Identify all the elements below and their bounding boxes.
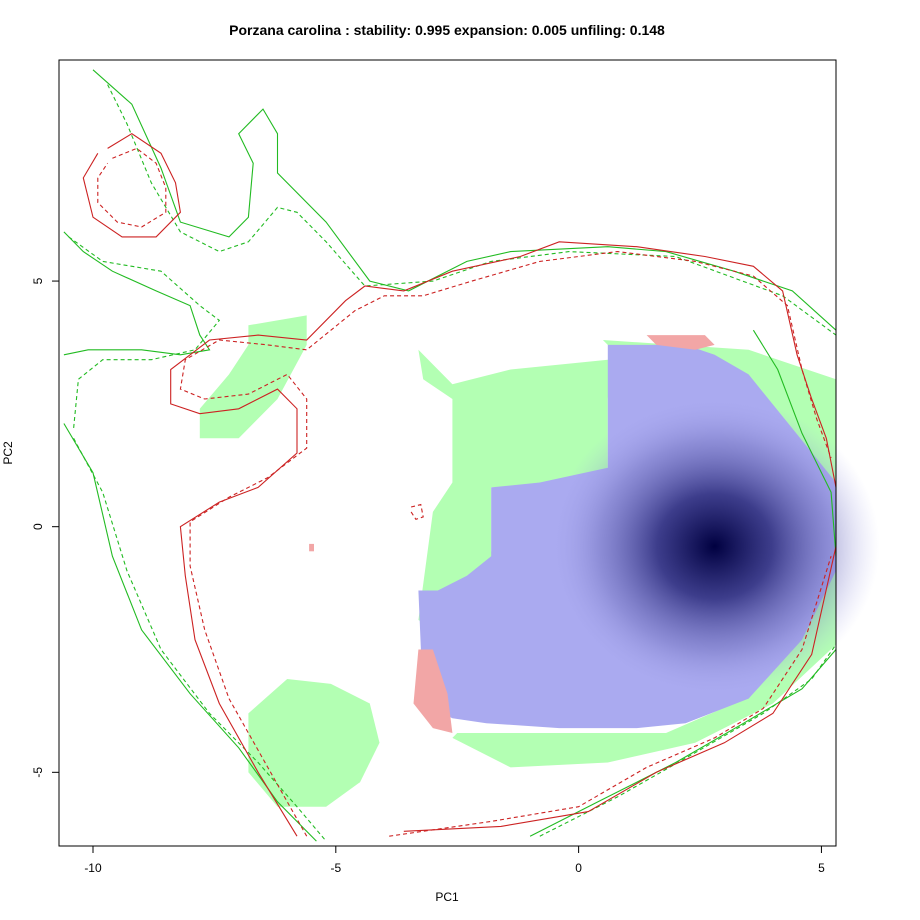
invasive-contour-dashed: [97, 147, 167, 228]
invasive-contour-solid: [82, 133, 181, 238]
invasive-only-region: [646, 335, 715, 350]
native-contour-dashed: [107, 84, 837, 336]
x-tick-label: 0: [575, 861, 582, 875]
x-tick-label: 5: [818, 861, 825, 875]
native-contour-solid: [63, 231, 211, 356]
native-contour-solid: [752, 329, 837, 557]
native-only-region: [418, 340, 836, 645]
axes: -10 -5 0 5 -5 0 5: [31, 277, 825, 875]
y-tick-label: 5: [31, 277, 45, 284]
invasive-contour-dashed: [179, 251, 832, 837]
invasive-only-region: [413, 649, 453, 733]
x-tick-label: -10: [84, 861, 102, 875]
invasive-contour-dashed: [410, 503, 424, 520]
x-tick-label: -5: [330, 861, 341, 875]
density-peak: [549, 396, 880, 697]
contour-lines: [63, 69, 837, 842]
native-contour-solid: [92, 69, 837, 331]
chart-title: Porzana carolina : stability: 0.995 expa…: [229, 22, 665, 38]
invasive-contour-solid: [403, 546, 837, 832]
invasive-contour-solid: [170, 241, 837, 837]
density-peak-gradient: [549, 396, 880, 697]
native-contour-dashed: [73, 438, 327, 842]
native-only-region: [248, 679, 380, 807]
y-axis-label: PC2: [1, 441, 15, 465]
native-only-region: [452, 551, 836, 768]
native-contour-dashed: [539, 644, 837, 837]
x-axis-label: PC1: [435, 890, 459, 904]
native-only-region: [199, 315, 307, 439]
y-tick-label: 0: [31, 523, 45, 530]
y-tick-label: -5: [31, 767, 45, 778]
native-contour-dashed: [68, 236, 221, 429]
invasive-only-region: [309, 543, 314, 552]
